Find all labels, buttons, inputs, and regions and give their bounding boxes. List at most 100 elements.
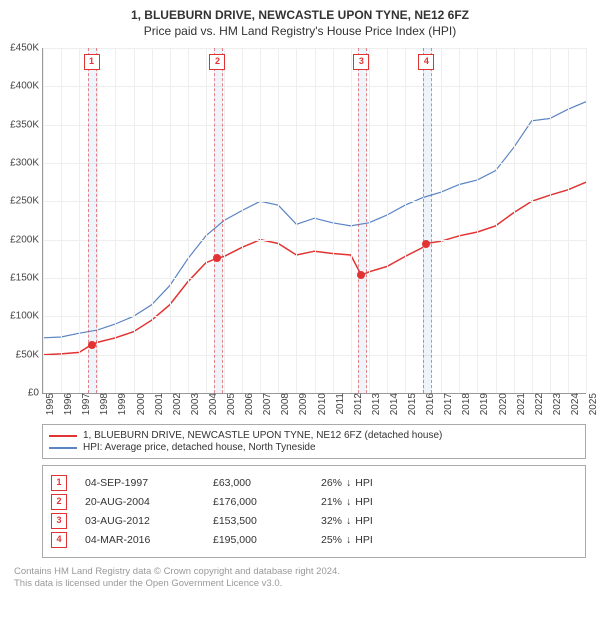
event-row: 4 04-MAR-2016 £195,000 25%↓HPI bbox=[51, 532, 577, 548]
event-marker-number: 4 bbox=[418, 54, 434, 70]
x-tick-label: 2020 bbox=[496, 393, 509, 415]
event-diff-vs: HPI bbox=[355, 515, 373, 527]
footer-line2: This data is licensed under the Open Gov… bbox=[14, 578, 586, 590]
event-date: 20-AUG-2004 bbox=[85, 496, 195, 508]
x-gridline bbox=[278, 48, 279, 393]
x-tick-label: 2014 bbox=[387, 393, 400, 415]
event-diff: 26%↓HPI bbox=[321, 477, 421, 489]
x-tick-label: 2002 bbox=[170, 393, 183, 415]
chart-area: £0£50K£100K£150K£200K£250K£300K£350K£400… bbox=[42, 48, 586, 416]
x-gridline bbox=[61, 48, 62, 393]
plot-region: £0£50K£100K£150K£200K£250K£300K£350K£400… bbox=[42, 48, 586, 394]
x-gridline bbox=[568, 48, 569, 393]
y-tick-label: £250K bbox=[10, 196, 43, 207]
x-gridline bbox=[441, 48, 442, 393]
event-diff-pct: 25% bbox=[321, 534, 342, 546]
y-tick-label: £50K bbox=[16, 349, 43, 360]
event-price: £153,500 bbox=[213, 515, 303, 527]
x-gridline bbox=[242, 48, 243, 393]
x-gridline bbox=[514, 48, 515, 393]
x-gridline bbox=[206, 48, 207, 393]
arrow-down-icon: ↓ bbox=[346, 477, 351, 489]
x-gridline bbox=[459, 48, 460, 393]
event-row: 104-SEP-1997£63,00026%↓HPI bbox=[51, 475, 577, 491]
event-number: 3 bbox=[51, 513, 67, 529]
x-tick-label: 2012 bbox=[351, 393, 364, 415]
event-number: 1 bbox=[51, 475, 67, 491]
event-date: 04-MAR-2016 bbox=[85, 534, 195, 546]
event-price: £195,000 bbox=[213, 534, 303, 546]
x-gridline bbox=[333, 48, 334, 393]
legend-row: 1, BLUEBURN DRIVE, NEWCASTLE UPON TYNE, … bbox=[49, 430, 579, 441]
x-gridline bbox=[79, 48, 80, 393]
legend: 1, BLUEBURN DRIVE, NEWCASTLE UPON TYNE, … bbox=[42, 424, 586, 459]
x-tick-label: 1998 bbox=[97, 393, 110, 415]
x-gridline bbox=[405, 48, 406, 393]
price-paid-marker bbox=[213, 254, 221, 262]
y-tick-label: £0 bbox=[28, 388, 43, 399]
event-price: £63,000 bbox=[213, 477, 303, 489]
legend-row: HPI: Average price, detached house, Nort… bbox=[49, 442, 579, 453]
event-band bbox=[358, 48, 367, 393]
x-tick-label: 2024 bbox=[568, 393, 581, 415]
x-tick-label: 2004 bbox=[206, 393, 219, 415]
x-gridline bbox=[97, 48, 98, 393]
chart-subtitle: Price paid vs. HM Land Registry's House … bbox=[10, 24, 590, 38]
legend-swatch bbox=[49, 435, 77, 437]
event-row: 220-AUG-2004£176,00021%↓HPI bbox=[51, 494, 577, 510]
x-tick-label: 2010 bbox=[315, 393, 328, 415]
x-gridline bbox=[496, 48, 497, 393]
x-gridline bbox=[260, 48, 261, 393]
x-tick-label: 2007 bbox=[260, 393, 273, 415]
x-tick-label: 2023 bbox=[550, 393, 563, 415]
event-diff-vs: HPI bbox=[355, 534, 373, 546]
event-diff-pct: 21% bbox=[321, 496, 342, 508]
x-gridline bbox=[586, 48, 587, 393]
x-tick-label: 2011 bbox=[333, 393, 346, 415]
x-gridline bbox=[315, 48, 316, 393]
event-marker-number: 3 bbox=[353, 54, 369, 70]
event-number: 4 bbox=[51, 532, 67, 548]
x-gridline bbox=[134, 48, 135, 393]
arrow-down-icon: ↓ bbox=[346, 515, 351, 527]
x-tick-label: 1999 bbox=[115, 393, 128, 415]
event-date: 03-AUG-2012 bbox=[85, 515, 195, 527]
x-tick-label: 1995 bbox=[43, 393, 56, 415]
y-tick-label: £100K bbox=[10, 311, 43, 322]
x-gridline bbox=[351, 48, 352, 393]
x-tick-label: 2025 bbox=[586, 393, 599, 415]
legend-swatch bbox=[49, 447, 77, 449]
y-tick-label: £400K bbox=[10, 81, 43, 92]
x-tick-label: 2015 bbox=[405, 393, 418, 415]
x-gridline bbox=[43, 48, 44, 393]
x-tick-label: 1997 bbox=[79, 393, 92, 415]
x-tick-label: 2009 bbox=[296, 393, 309, 415]
price-paid-marker bbox=[422, 240, 430, 248]
event-number: 2 bbox=[51, 494, 67, 510]
y-tick-label: £300K bbox=[10, 158, 43, 169]
event-diff: 25%↓HPI bbox=[321, 534, 421, 546]
x-tick-label: 2016 bbox=[423, 393, 436, 415]
y-tick-label: £450K bbox=[10, 43, 43, 54]
x-tick-label: 2013 bbox=[369, 393, 382, 415]
price-paid-marker bbox=[88, 341, 96, 349]
x-gridline bbox=[387, 48, 388, 393]
event-diff-pct: 26% bbox=[321, 477, 342, 489]
price-paid-marker bbox=[357, 271, 365, 279]
x-tick-label: 2018 bbox=[459, 393, 472, 415]
chart-title-block: 1, BLUEBURN DRIVE, NEWCASTLE UPON TYNE, … bbox=[0, 0, 600, 42]
event-marker-number: 2 bbox=[209, 54, 225, 70]
event-band bbox=[214, 48, 223, 393]
x-gridline bbox=[369, 48, 370, 393]
legend-label: 1, BLUEBURN DRIVE, NEWCASTLE UPON TYNE, … bbox=[83, 430, 442, 441]
x-tick-label: 2001 bbox=[152, 393, 165, 415]
y-tick-label: £150K bbox=[10, 273, 43, 284]
x-tick-label: 2005 bbox=[224, 393, 237, 415]
events-table: 1 04-SEP-1997 £63,000 26% ↓ HPI 2 20-AUG-2004 £1… bbox=[42, 465, 586, 558]
x-gridline bbox=[550, 48, 551, 393]
event-date: 04-SEP-1997 bbox=[85, 477, 195, 489]
x-tick-label: 2021 bbox=[514, 393, 527, 415]
x-tick-label: 2006 bbox=[242, 393, 255, 415]
x-tick-label: 2019 bbox=[477, 393, 490, 415]
x-tick-label: 2003 bbox=[188, 393, 201, 415]
